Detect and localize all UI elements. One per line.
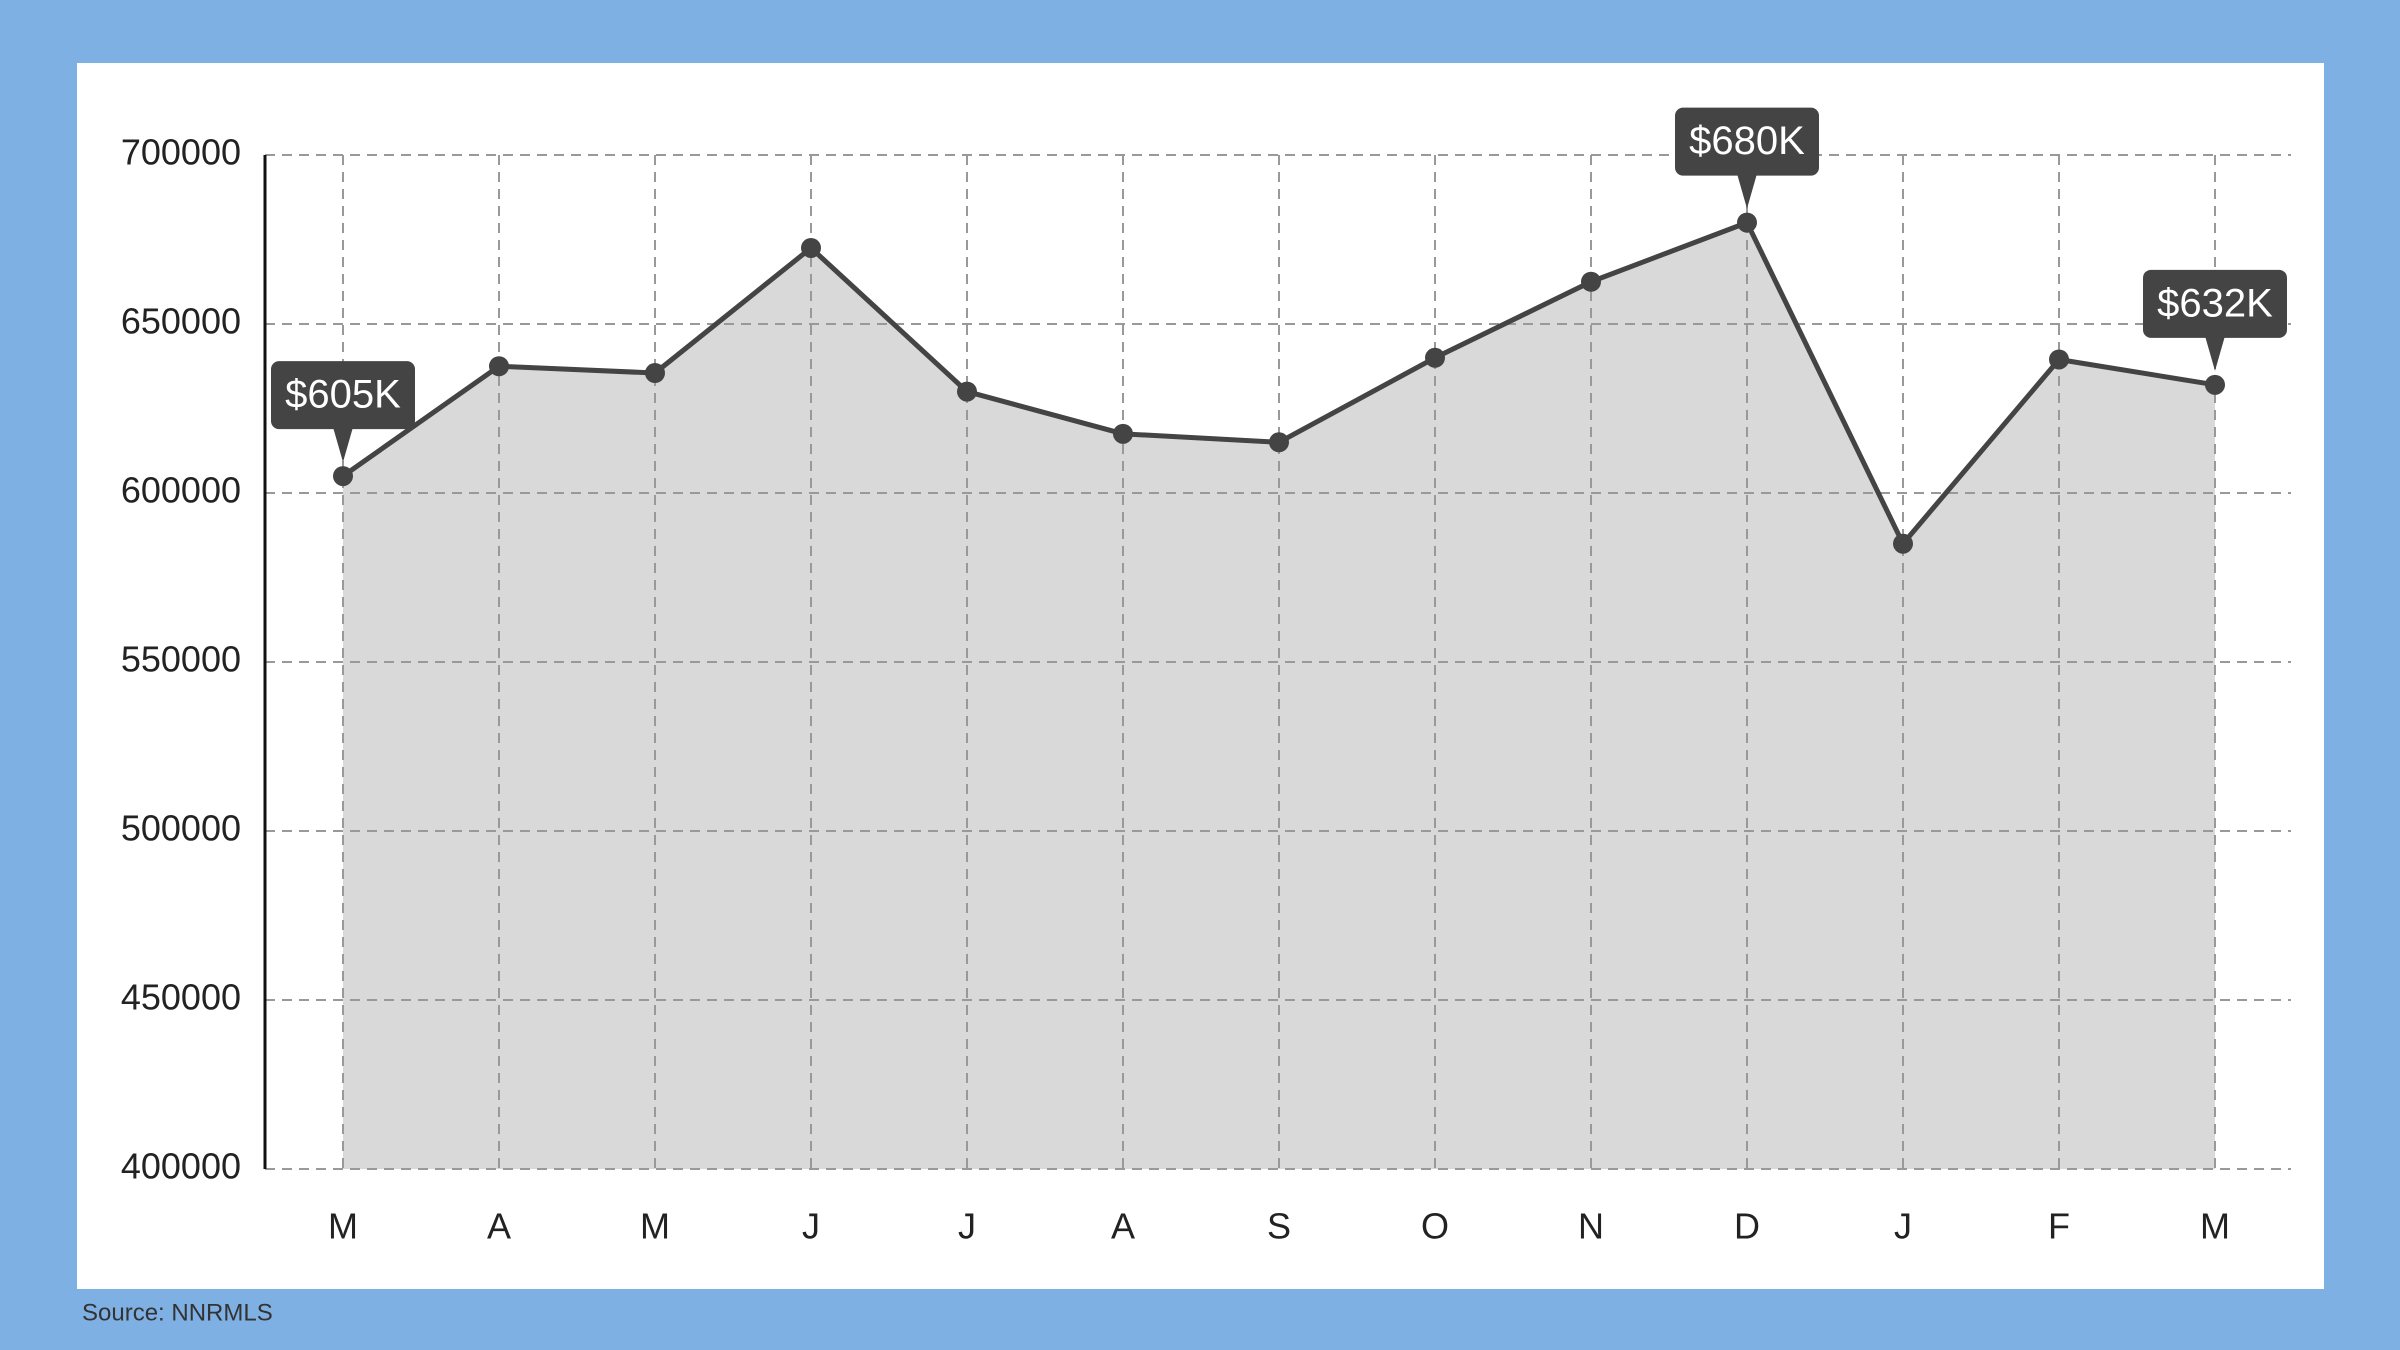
x-tick-label: J [1894, 1206, 1912, 1247]
data-point [2205, 374, 2225, 395]
area [343, 222, 2215, 1170]
data-point [489, 356, 509, 377]
data-point [801, 237, 821, 258]
x-tick-label: D [1734, 1206, 1760, 1247]
y-tick-label: 700000 [121, 132, 241, 173]
data-point [957, 381, 977, 402]
y-tick-label: 600000 [121, 470, 241, 511]
data-point [333, 466, 353, 487]
y-tick-label: 400000 [121, 1146, 241, 1187]
y-tick-label: 550000 [121, 639, 241, 680]
x-tick-label: N [1578, 1206, 1604, 1247]
data-point [1581, 271, 1601, 292]
value-label: $680K [1689, 119, 1805, 163]
x-tick-label: S [1267, 1206, 1291, 1247]
x-tick-label: A [487, 1206, 511, 1247]
source-note: Source: NNRMLS [82, 1299, 273, 1326]
data-point [1269, 432, 1289, 453]
value-label: $632K [2157, 281, 2273, 325]
data-point [1737, 212, 1757, 233]
value-label-pointer [2205, 335, 2225, 371]
y-tick-label: 650000 [121, 301, 241, 342]
value-label: $605K [285, 373, 401, 417]
value-label-box [271, 361, 415, 430]
data-point [1893, 533, 1913, 554]
data-point [2049, 349, 2069, 370]
value-label-pointer [1737, 173, 1757, 209]
x-tick-label: F [2048, 1206, 2070, 1247]
value-label-box [1675, 107, 1819, 176]
data-point [1113, 423, 1133, 444]
x-tick-label: A [1111, 1206, 1135, 1247]
x-tick-label: M [328, 1206, 358, 1247]
value-label-box [2143, 269, 2287, 338]
value-label-pointer [333, 427, 353, 463]
y-tick-label: 450000 [121, 977, 241, 1018]
x-tick-label: J [802, 1206, 820, 1247]
x-tick-label: O [1421, 1206, 1449, 1247]
data-point [645, 363, 665, 384]
data-point [1425, 347, 1445, 368]
x-tick-label: M [2200, 1206, 2230, 1247]
x-tick-label: J [958, 1206, 976, 1247]
y-tick-label: 500000 [121, 808, 241, 849]
x-tick-label: M [640, 1206, 670, 1247]
